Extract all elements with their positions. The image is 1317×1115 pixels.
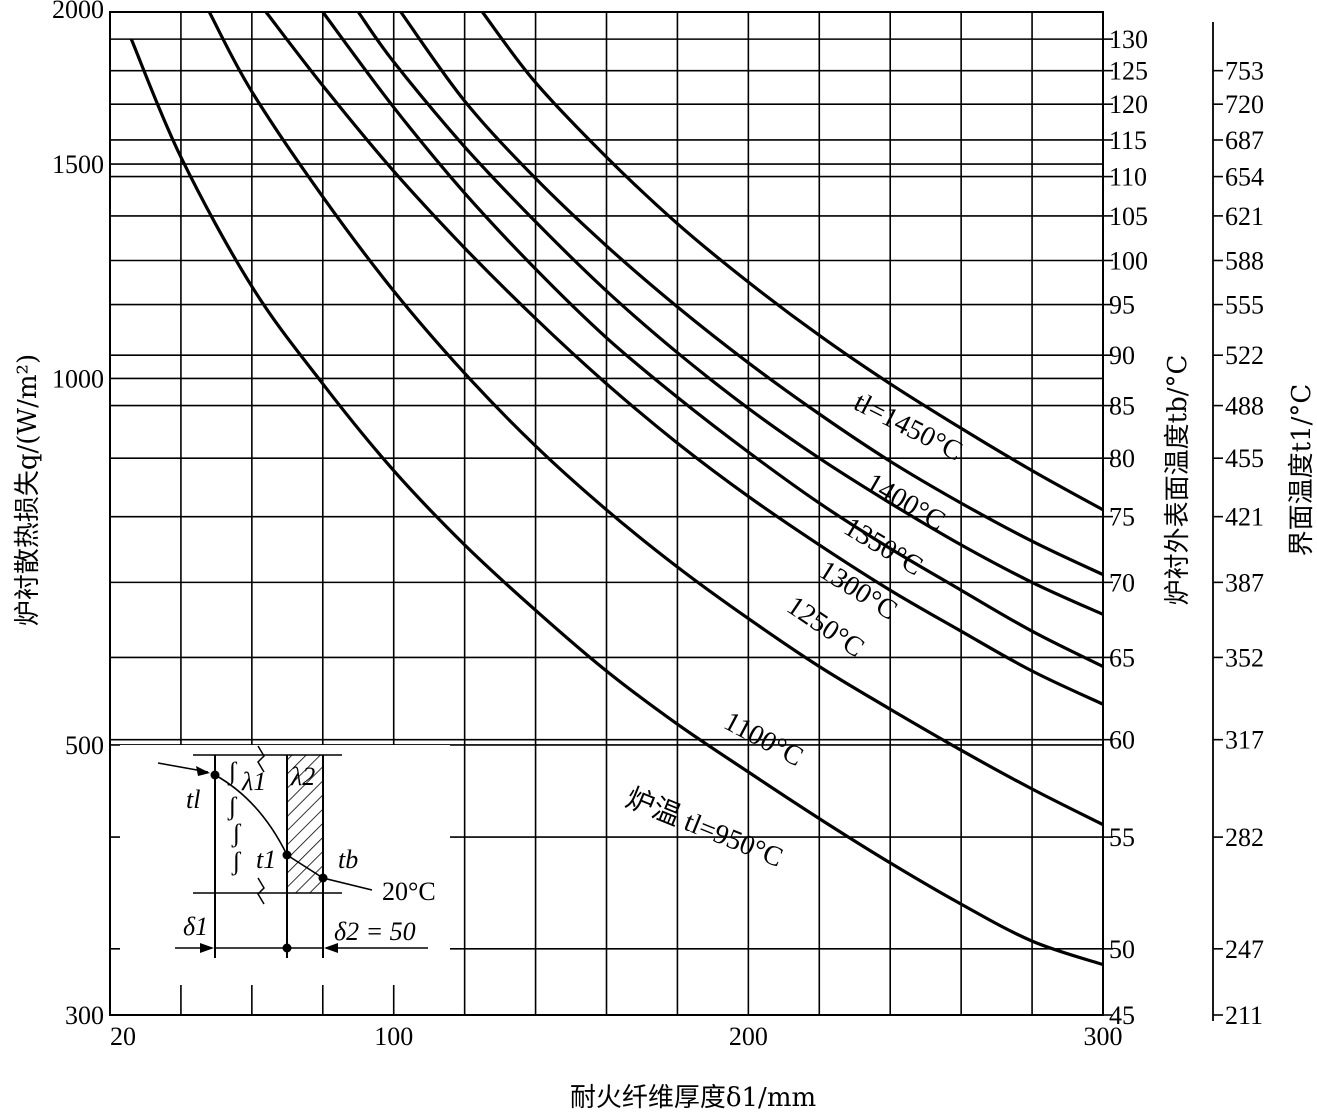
tb-tick-label: 85 <box>1109 392 1135 421</box>
tb-tick-label: 50 <box>1109 935 1135 964</box>
tb-tick-label: 125 <box>1109 57 1148 86</box>
t1-tick-label: 455 <box>1225 444 1264 473</box>
x-axis-ticks: 20 100 200 300 <box>110 1022 1123 1051</box>
tb-axis: 130 125 120 115 110 105 100 95 90 85 80 75 70 65 60 55 5… <box>1103 25 1148 1030</box>
series-line-6 <box>481 11 1104 512</box>
curves <box>129 11 1104 967</box>
tb-tick-label: 110 <box>1109 163 1147 192</box>
series-line-0 <box>129 38 1104 967</box>
inset-delta2: δ2 = 50 <box>334 917 416 946</box>
lambda2-layer <box>287 755 323 893</box>
y-tick-label: 1000 <box>52 364 104 393</box>
y-axis-title: 炉衬散热损失q/(W/m²) <box>13 354 43 626</box>
t1-tick-label: 352 <box>1225 643 1264 672</box>
inset-diagram: tl λ1 λ2 t1 tb 20°C δ1 δ2 = 50 ʃ ʃ ʃ ʃ <box>120 745 450 985</box>
x-axis-title: 耐火纤维厚度δ1/mm <box>570 1083 816 1113</box>
t1-tick-label: 753 <box>1225 57 1264 86</box>
t1-tick-label: 588 <box>1225 246 1264 275</box>
tb-tick-label: 100 <box>1109 246 1148 275</box>
tb-tick-label: 60 <box>1109 726 1135 755</box>
y-tick-label: 300 <box>65 1001 104 1030</box>
break-mark-bottom <box>257 877 265 905</box>
tb-tick-label: 75 <box>1109 503 1135 532</box>
t1-tick-label: 317 <box>1225 726 1264 755</box>
series-line-2 <box>264 11 1104 706</box>
tb-tick-label: 95 <box>1109 291 1135 320</box>
x-tick-label: 100 <box>374 1022 413 1051</box>
y-tick-label: 2000 <box>52 0 104 24</box>
tb-tick-label: 120 <box>1109 90 1148 119</box>
tb-tick-label: 80 <box>1109 444 1135 473</box>
svg-text:ʃ: ʃ <box>227 792 238 821</box>
tb-tick-label: 65 <box>1109 643 1135 672</box>
inset-delta1: δ1 <box>183 912 208 941</box>
inset-tl: tl <box>186 785 200 814</box>
t1-tick-label: 211 <box>1225 1001 1263 1030</box>
x-tick-label: 200 <box>729 1022 768 1051</box>
x-tick-label: 20 <box>110 1022 136 1051</box>
tb-tick-label: 115 <box>1109 126 1147 155</box>
tb-tick-label: 90 <box>1109 341 1135 370</box>
y-tick-label: 1500 <box>52 150 104 179</box>
tb-tick-label: 105 <box>1109 202 1148 231</box>
tb-tick-label: 45 <box>1109 1001 1135 1030</box>
plot-frame <box>109 11 1104 1016</box>
t1-tick-label: 387 <box>1225 568 1264 597</box>
inset-lambda1: λ1 <box>241 767 266 796</box>
series-line-1 <box>207 11 1104 827</box>
t1-tick-label: 488 <box>1225 392 1264 421</box>
y2-axis-title: 炉衬外表面温度tb/°C <box>1163 355 1193 606</box>
inset-tb: tb <box>338 845 358 874</box>
t1-tick-label: 282 <box>1225 823 1264 852</box>
series-line-3 <box>321 11 1104 668</box>
series-line-5 <box>399 11 1104 577</box>
label-1450: tl=1450°C <box>849 387 968 468</box>
tb-tick-label: 130 <box>1109 25 1148 54</box>
inset-ambient: 20°C <box>382 877 436 906</box>
t1-tick-label: 621 <box>1225 202 1264 231</box>
t1-axis: 753 720 687 654 621 588 555 522 488 455 421 387 352 3… <box>1212 22 1264 1030</box>
break-mark-top <box>257 745 265 773</box>
y3-axis-title: 界面温度t1/°C <box>1287 384 1317 557</box>
t1-tick-label: 720 <box>1225 90 1264 119</box>
svg-text:ʃ: ʃ <box>231 819 242 848</box>
tb-tick-label: 55 <box>1109 823 1135 852</box>
y-axis-ticks: 2000 1500 1000 500 300 <box>52 0 104 1030</box>
label-950: 炉温 tl=950°C <box>621 782 787 874</box>
t1-tick-label: 421 <box>1225 503 1264 532</box>
x-tick-label: 300 <box>1084 1022 1123 1051</box>
t1-tick-label: 247 <box>1225 935 1264 964</box>
t1-tick-label: 522 <box>1225 341 1264 370</box>
t1-tick-label: 654 <box>1225 163 1264 192</box>
t1-tick-label: 555 <box>1225 291 1264 320</box>
series-line-4 <box>356 11 1104 616</box>
t1-tick-label: 687 <box>1225 126 1264 155</box>
inset-lambda2: λ2 <box>290 762 315 791</box>
y-tick-label: 500 <box>65 731 104 760</box>
tb-tick-label: 70 <box>1109 568 1135 597</box>
svg-text:ʃ: ʃ <box>227 757 238 786</box>
svg-text:ʃ: ʃ <box>231 847 242 876</box>
inset-t1: t1 <box>256 845 276 874</box>
